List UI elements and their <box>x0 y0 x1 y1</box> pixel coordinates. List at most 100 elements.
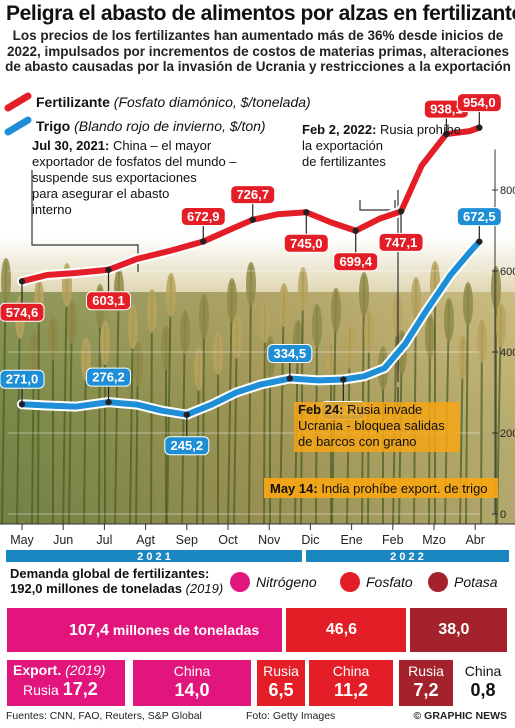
page-subtitle: Los precios de los fertilizantes han aum… <box>5 28 511 74</box>
x-axis: May Jun Jul Agt Sep Oct Nov Dic Ene Feb Mzo Abr 2 0 … <box>0 523 515 563</box>
wheat-ear <box>180 310 190 354</box>
export-box: China 11,2 <box>309 660 393 706</box>
export-value: 14,0 <box>174 680 210 700</box>
export-value: 6,5 <box>268 680 294 700</box>
annotation-line: de fertilizantes <box>302 154 386 169</box>
data-point <box>286 375 293 382</box>
annotation-line: Ucrania - bloquea salidas <box>298 418 445 433</box>
x-tick-label: Jul <box>96 533 112 547</box>
price-line-chart: 0 200 400 600 800 574,6 603,1 672,9 726,7 745,0 6… <box>0 82 515 563</box>
data-point <box>183 411 190 418</box>
y-tick-label: 0 <box>500 509 506 521</box>
data-label-box <box>164 436 210 456</box>
annotation-line: para asegurar el abasto <box>32 186 169 201</box>
year-bar-2021 <box>6 550 302 562</box>
wheat-ear <box>161 326 171 370</box>
publisher-credit: © GRAPHIC NEWS <box>413 710 508 722</box>
demand-bar-value: 38,0 <box>438 621 470 638</box>
data-label-box <box>378 232 424 252</box>
data-label-box <box>0 369 45 389</box>
wheat-ear <box>29 332 39 376</box>
wheat-ear <box>331 288 341 332</box>
data-label-box <box>86 367 132 387</box>
annotation-date: Jul 30, 2021: <box>32 138 113 153</box>
demand-year: (2019) <box>185 581 224 596</box>
wheat-ear <box>392 293 402 337</box>
data-label: 726,7 <box>236 187 269 202</box>
annotation-line: Feb 2, 2022: Rusia prohíbe <box>302 122 461 137</box>
annotation-date: Feb 2, 2022: <box>302 122 380 137</box>
data-point <box>200 238 207 245</box>
data-label: 672,9 <box>187 209 220 224</box>
wheat-ear <box>133 342 143 386</box>
data-point <box>443 130 450 138</box>
wheat-ear <box>359 272 369 316</box>
wheat-ear <box>458 335 468 379</box>
demand-title: Demanda global de fertilizantes: 192,0 m… <box>10 566 223 596</box>
legend-swatch <box>4 116 32 136</box>
annotation-text: May 14: India prohíbe export. de trigo <box>270 481 488 496</box>
data-label: 672,5 <box>463 209 496 224</box>
year-bar-2022 <box>306 550 509 562</box>
page-title: Peligra el abasto de alimentos por alzas… <box>6 2 515 25</box>
wheat-ear <box>425 314 435 358</box>
wheat-ear <box>213 331 223 375</box>
wheat-ear <box>364 309 374 353</box>
demand-bar-value: 107,4 <box>69 622 110 639</box>
wheat-ear <box>246 262 256 306</box>
export-value: 0,8 <box>470 680 496 700</box>
data-label-box <box>86 291 132 311</box>
export-box: Rusia 6,5 <box>257 660 305 706</box>
annotation-line: May 14: India prohíbe export. de trigo <box>270 481 488 496</box>
x-tick-label: Agt <box>136 533 155 547</box>
wheat-stalk <box>62 266 68 525</box>
wheat-stalk <box>166 276 172 525</box>
x-tick-label: Dic <box>301 533 319 547</box>
data-label: 747,1 <box>385 235 418 250</box>
export-country: Rusia <box>23 682 63 698</box>
data-point <box>249 216 256 223</box>
data-label-box <box>180 206 226 226</box>
legend-entry: Trigo (Blando rojo de invierno, $/ton) <box>36 118 266 134</box>
export-box: China 14,0 <box>133 660 251 706</box>
data-label: 574,6 <box>6 305 39 320</box>
photo-credit: Foto: Getty Images <box>246 710 336 722</box>
export-box: China 0,8 <box>459 660 507 706</box>
data-point <box>476 124 483 131</box>
annotation-text: Feb 2, 2022: Rusia prohíbe la exportación… <box>302 122 461 169</box>
y-tick-label: 200 <box>500 428 515 440</box>
wheat-ear <box>227 278 237 322</box>
annotation-date: May 14: <box>270 481 321 496</box>
data-label-box <box>0 302 45 322</box>
export-value: 11,2 <box>333 680 369 700</box>
wheat-ear <box>298 267 308 311</box>
wheat-ear <box>463 282 473 326</box>
legend-dot <box>428 572 448 592</box>
data-label-box <box>230 185 276 205</box>
annotation-line: Feb 24: Rusia invade <box>298 402 422 417</box>
wheat-ear <box>260 299 270 343</box>
demand-legend-label: Potasa <box>454 574 498 590</box>
wheat-ear <box>166 273 176 317</box>
wheat-line <box>19 238 483 418</box>
demand-bar: 38,0 <box>409 608 507 652</box>
export-value: 17,2 <box>62 679 98 699</box>
data-point <box>352 227 359 234</box>
wheat-stalk <box>248 265 252 525</box>
legend-entry: Fertilizante (Fosfato diamónico, $/tonel… <box>36 94 311 110</box>
demand-bar: 46,6 <box>286 608 406 652</box>
data-label-box <box>456 93 502 113</box>
wheat-ear <box>491 266 501 310</box>
data-point <box>397 208 405 215</box>
exports-row: Export. (2019) Rusia 17,2 China 14,0 Rusia 6,… <box>7 660 507 710</box>
demand-total: 192,0 millones de toneladas <box>10 581 182 596</box>
wheat-ear <box>128 305 138 349</box>
data-label: 745,0 <box>290 236 323 251</box>
data-label: 276,2 <box>92 370 125 385</box>
legend-series-note: (Fosfato diamónico, $/tonelada) <box>114 94 311 110</box>
x-tick-label: Sep <box>176 533 198 547</box>
data-label: 954,0 <box>463 95 496 110</box>
annotation-line: exportador de fosfatos del mundo – <box>32 154 237 169</box>
data-label-box <box>267 344 313 364</box>
x-tick-label: Feb <box>382 533 404 547</box>
